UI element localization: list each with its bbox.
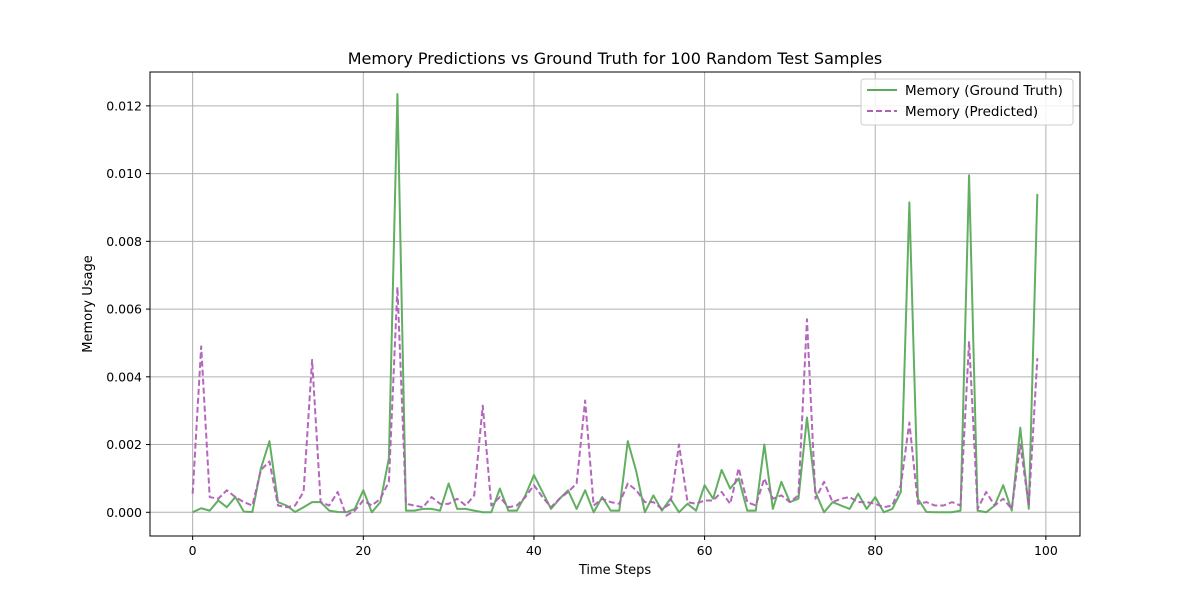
x-axis-label: Time Steps: [578, 563, 652, 578]
x-tick-label: 100: [1034, 543, 1058, 558]
grid: [150, 72, 1080, 536]
y-tick-label: 0.006: [106, 302, 142, 317]
chart-title: Memory Predictions vs Ground Truth for 1…: [348, 49, 883, 68]
x-tick-label: 40: [526, 543, 542, 558]
y-tick-label: 0.012: [106, 98, 142, 113]
series-ground-truth-line: [192, 93, 1039, 514]
y-tick-label: 0.008: [106, 234, 142, 249]
y-axis-label: Memory Usage: [81, 255, 96, 353]
y-tick-label: 0.004: [106, 369, 142, 384]
legend-box: [860, 78, 1074, 126]
x-tick-label: 80: [867, 543, 883, 558]
legend-label-predicted: Memory (Predicted): [905, 104, 1038, 120]
series-layer: [191, 93, 1039, 517]
ticks: 0 20 40 60 80 100 0.000 0.002 0.004 0.006 0.008 0.0…: [106, 98, 1058, 558]
plot-frame: [149, 71, 1081, 537]
legend: Memory (Ground Truth) Memory (Predicted): [860, 78, 1074, 126]
y-tick-label: 0.010: [106, 166, 142, 181]
x-tick-label: 0: [189, 543, 197, 558]
y-tick-label: 0.000: [106, 505, 142, 520]
legend-label-ground-truth: Memory (Ground Truth): [905, 83, 1063, 99]
x-tick-label: 60: [697, 543, 713, 558]
series-predicted-line: [191, 286, 1039, 517]
x-tick-label: 20: [355, 543, 371, 558]
y-tick-label: 0.002: [106, 437, 142, 452]
